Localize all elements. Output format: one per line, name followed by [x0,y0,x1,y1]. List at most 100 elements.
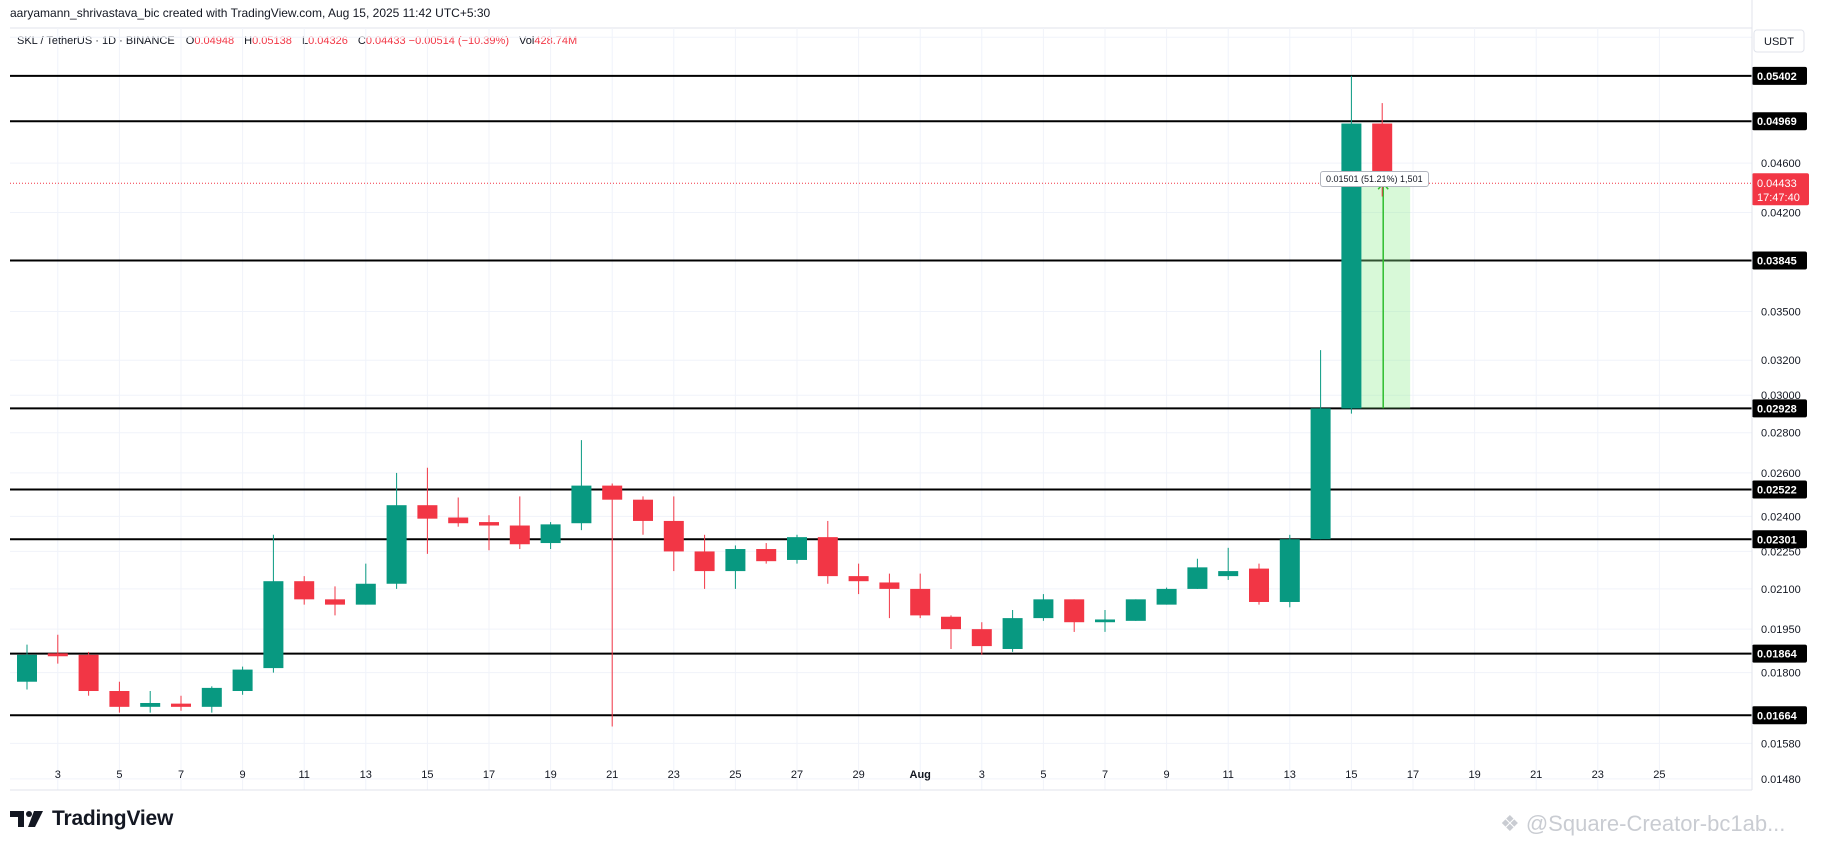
level-price-tag [1752,644,1807,663]
candle [417,467,438,554]
chart-creator-line: aaryamann_shrivastava_bic created with T… [10,6,491,20]
level-price-tag [1752,706,1807,725]
tradingview-logo-icon [10,811,43,827]
y-tick-label: 0.02100 [1761,584,1801,596]
candle-body [787,537,807,560]
candle [1002,609,1023,652]
candle [725,545,746,589]
level-price-label: 0.01664 [1757,710,1798,722]
candle [47,634,68,664]
legend-symbol[interactable]: SKL / TetherUS · 1D · BINANCE [17,35,175,47]
x-tick-label: 9 [240,769,246,781]
candle [848,563,869,595]
candle [509,496,530,550]
candle [78,651,99,696]
level-price-label: 0.02928 [1757,403,1797,415]
candle-body [848,576,869,582]
candle [971,622,992,655]
measure-range-box [1360,183,1411,409]
candles [17,75,1393,727]
candle-body [941,616,961,630]
candle [663,496,684,572]
x-tick-label: 7 [1102,769,1108,781]
candle [817,520,838,584]
legend-open-label: O [185,35,195,47]
creator-watermark: ❖ @Square-Creator-bc1ab... [1500,811,1785,837]
candle-body [1002,618,1023,649]
legend-close-value: 0.04433 −0.00514 (−10.39%) [365,35,509,47]
candle [633,496,653,535]
candle [263,534,284,673]
candle-body [602,485,623,500]
candle [1156,587,1177,605]
candle-body [756,549,777,562]
bar-countdown-label: 17:47:40 [1757,192,1800,204]
y-tick-label: 0.02400 [1761,511,1801,523]
tradingview-logo[interactable]: TradingView [10,807,173,831]
legend-high-label: H [244,35,253,47]
candle-body [417,505,438,519]
x-tick-label: 23 [668,769,680,781]
candle [294,576,315,605]
candle-body [509,525,530,545]
x-tick-label: 19 [544,769,556,781]
candle [1095,609,1115,632]
x-tick-label: 13 [360,769,372,781]
candle [17,644,37,690]
candle [571,440,592,531]
y-tick-label: 0.04200 [1761,208,1801,220]
candle [171,695,191,711]
candle [1341,75,1362,414]
legend-open-value: 0.04948 [194,35,235,47]
candle-body [1279,539,1300,602]
candle [1310,350,1331,540]
candle [540,522,561,550]
candle-body [1187,567,1208,589]
symbol-legend: SKL / TetherUS · 1D · BINANCE O0.04948 H… [17,35,584,47]
time-axis: 3 5 7 9 11 13 15 17 19 21 23 25 27 29 Aug 3 5 7 9 11 13 15 17 1… [10,769,1752,791]
candle-body [47,653,68,657]
candle-body [694,551,715,572]
candle-body [817,537,838,577]
legend-volume-label: Vol [519,35,535,47]
candle-body [232,669,253,692]
candle [1033,594,1054,621]
x-tick-label: 15 [1345,769,1357,781]
y-tick-label: 0.04600 [1761,158,1801,170]
y-tick-label: 0.03000 [1761,390,1801,402]
candle-body [879,582,900,589]
candle [756,543,777,564]
y-tick-label: 0.01800 [1761,668,1801,680]
candle [910,573,931,619]
candle [1125,599,1146,621]
x-tick-label: 17 [483,769,495,781]
level-price-tag [1752,480,1807,499]
candle-body [201,687,222,707]
x-tick-label: 19 [1468,769,1480,781]
candle [140,691,161,713]
legend-high-value: 0.05138 [252,35,292,47]
candle-body [263,581,284,669]
price-range-measure [1360,182,1411,409]
x-tick-label: 25 [729,769,741,781]
candle [787,534,807,564]
tradingview-logo-text: TradingView [52,807,174,830]
y-tick-label: 0.01950 [1761,624,1801,636]
y-tick-label: 0.02800 [1761,428,1801,440]
legend-volume-value: 428.74M [534,35,578,47]
x-tick-label: 11 [1222,769,1233,781]
candle-body [1310,408,1331,540]
candle [694,534,715,589]
level-price-label: 0.01864 [1757,649,1798,661]
y-tick-label: 0.03500 [1761,307,1801,319]
candle [1279,534,1300,608]
candle-body [1218,571,1239,577]
chart-grid [10,27,1752,790]
legend-close-label: C [357,35,366,47]
candle-body [325,599,345,605]
candle [355,563,376,605]
x-tick-label: 29 [852,769,864,781]
x-tick-label: Aug [910,769,931,781]
y-tick-label: 0.03200 [1761,355,1801,367]
